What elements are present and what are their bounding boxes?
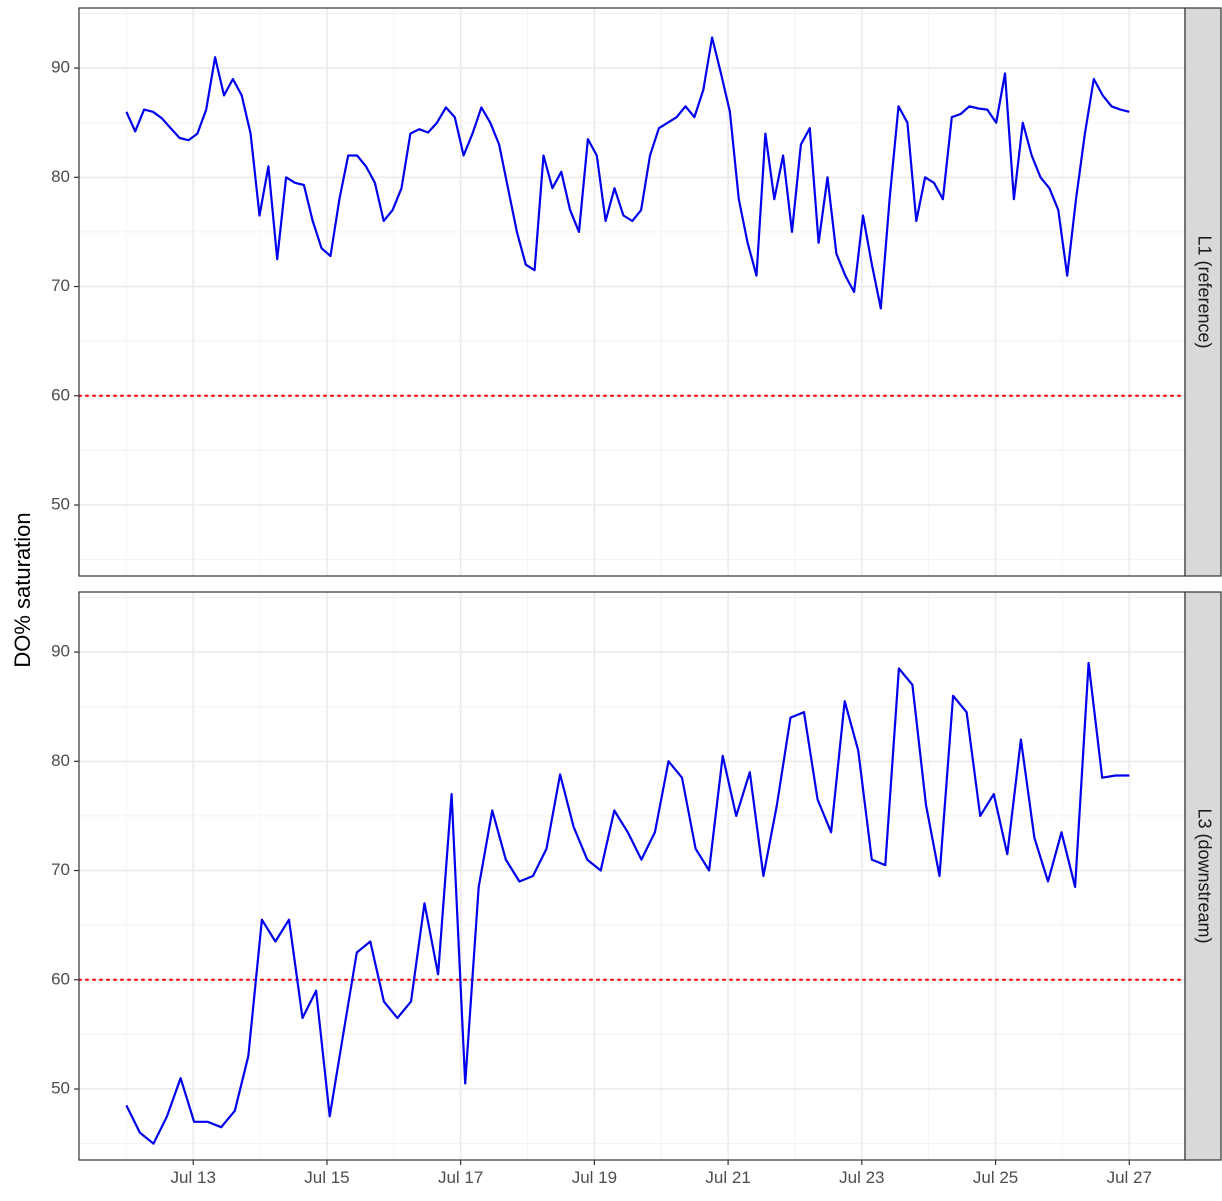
x-tick-label: Jul 25 xyxy=(973,1168,1018,1187)
panel-l3-downstream: L3 (downstream) 50 60 70 80 90 xyxy=(51,591,1222,1161)
y-tick-label: 50 xyxy=(51,1078,70,1097)
y-axis-label: DO% saturation xyxy=(10,512,35,667)
y-tick-label: 90 xyxy=(51,642,70,661)
panel-background xyxy=(79,8,1185,576)
x-tick-label: Jul 15 xyxy=(304,1168,349,1187)
panel-l1-reference: L1 (reference) 50 60 70 80 90 xyxy=(51,7,1222,577)
y-tick-label: 80 xyxy=(51,751,70,770)
facet-strip-label: L1 (reference) xyxy=(1194,235,1214,348)
facet-strip xyxy=(1184,591,1222,1161)
y-tick-label: 50 xyxy=(51,494,70,513)
y-tick-label: 90 xyxy=(51,58,70,77)
facet-strip-label: L3 (downstream) xyxy=(1194,808,1214,943)
panel-background xyxy=(79,592,1185,1160)
y-tick-label: 60 xyxy=(51,385,70,404)
y-tick-label: 70 xyxy=(51,276,70,295)
x-tick-label: Jul 27 xyxy=(1107,1168,1152,1187)
x-axis: Jul 13 Jul 15 Jul 17 Jul 19 Jul 21 Jul 23 Jul … xyxy=(171,1160,1152,1187)
series-line xyxy=(125,661,1130,1145)
y-tick-label: 70 xyxy=(51,860,70,879)
y-tick-label: 80 xyxy=(51,167,70,186)
y-tick-label: 60 xyxy=(51,969,70,988)
x-tick-label: Jul 21 xyxy=(705,1168,750,1187)
x-tick-label: Jul 13 xyxy=(171,1168,216,1187)
series-line xyxy=(125,36,1130,310)
x-tick-label: Jul 19 xyxy=(572,1168,617,1187)
x-tick-label: Jul 17 xyxy=(438,1168,483,1187)
x-tick-label: Jul 23 xyxy=(839,1168,884,1187)
facet-strip xyxy=(1184,7,1222,577)
